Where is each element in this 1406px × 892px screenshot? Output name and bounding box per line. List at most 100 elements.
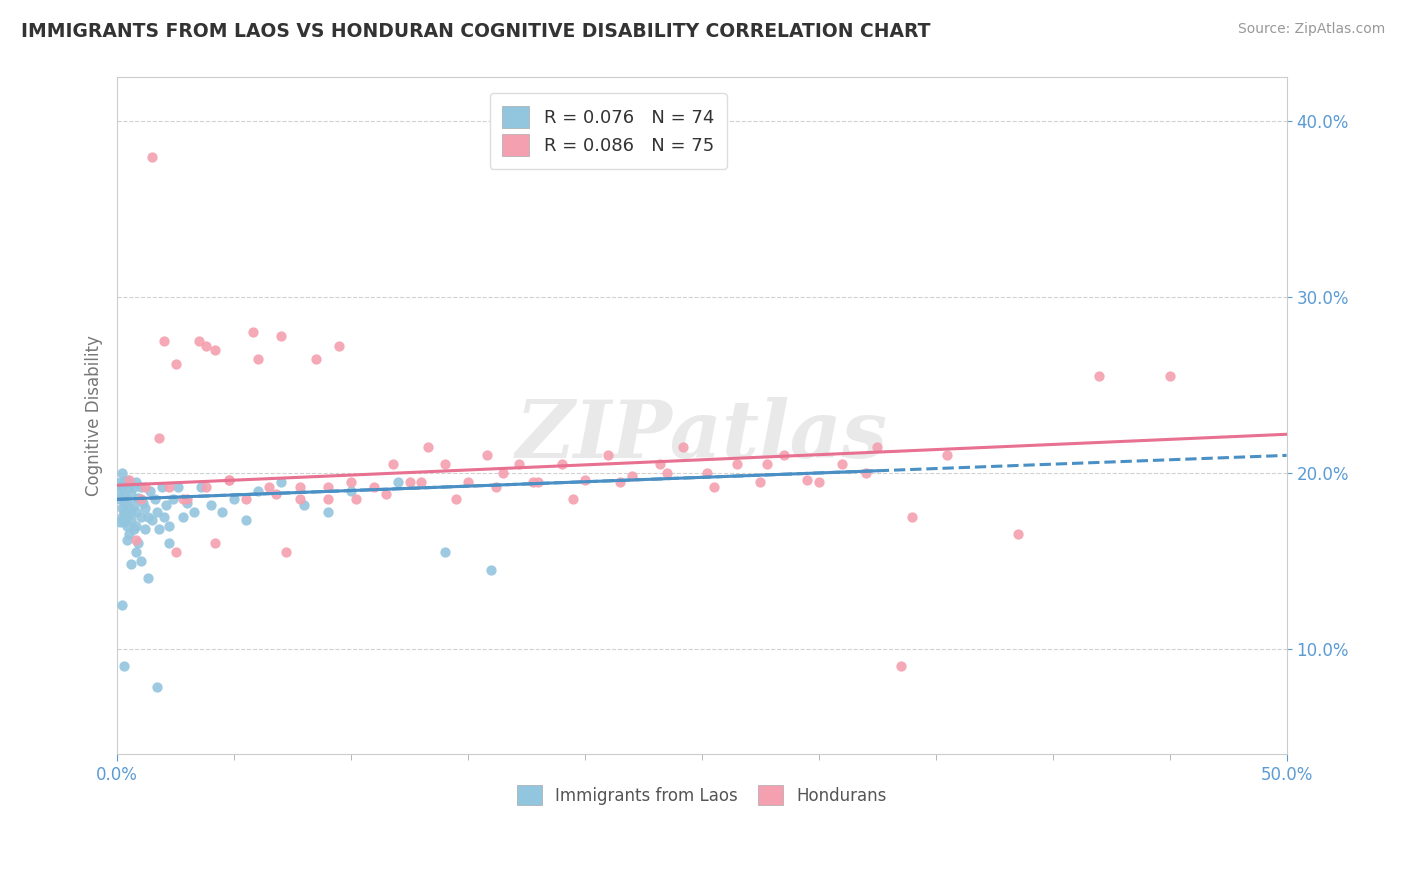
- Point: [141, 149, 163, 163]
- Point: [446, 492, 468, 507]
- Point: [398, 475, 420, 489]
- Point: [316, 480, 339, 494]
- Point: [807, 475, 830, 489]
- Point: [125, 545, 148, 559]
- Point: [485, 480, 508, 494]
- Point: [316, 505, 339, 519]
- Point: [270, 329, 292, 343]
- Point: [134, 522, 156, 536]
- Point: [167, 480, 190, 494]
- Point: [157, 480, 180, 494]
- Point: [340, 475, 363, 489]
- Point: [125, 533, 148, 547]
- Point: [696, 466, 718, 480]
- Point: [125, 518, 148, 533]
- Point: [118, 480, 141, 494]
- Point: [112, 659, 135, 673]
- Point: [127, 536, 149, 550]
- Point: [112, 487, 135, 501]
- Point: [108, 483, 131, 498]
- Point: [305, 351, 328, 366]
- Point: [115, 473, 138, 487]
- Point: [274, 545, 297, 559]
- Legend: Immigrants from Laos, Hondurans: Immigrants from Laos, Hondurans: [509, 777, 896, 814]
- Point: [508, 457, 530, 471]
- Point: [108, 515, 131, 529]
- Point: [115, 492, 138, 507]
- Point: [120, 505, 142, 519]
- Point: [146, 681, 169, 695]
- Point: [492, 466, 515, 480]
- Point: [224, 492, 246, 507]
- Point: [136, 571, 159, 585]
- Point: [125, 475, 148, 489]
- Point: [292, 498, 315, 512]
- Point: [218, 473, 240, 487]
- Text: Source: ZipAtlas.com: Source: ZipAtlas.com: [1237, 22, 1385, 37]
- Point: [703, 480, 725, 494]
- Point: [257, 480, 280, 494]
- Point: [387, 475, 409, 489]
- Point: [246, 483, 269, 498]
- Point: [831, 457, 853, 471]
- Point: [108, 492, 131, 507]
- Point: [672, 440, 695, 454]
- Point: [120, 487, 142, 501]
- Point: [620, 469, 643, 483]
- Point: [150, 480, 173, 494]
- Point: [157, 536, 180, 550]
- Point: [153, 334, 176, 348]
- Text: IMMIGRANTS FROM LAOS VS HONDURAN COGNITIVE DISABILITY CORRELATION CHART: IMMIGRANTS FROM LAOS VS HONDURAN COGNITI…: [21, 22, 931, 41]
- Point: [1159, 369, 1181, 384]
- Point: [112, 496, 135, 510]
- Point: [129, 509, 152, 524]
- Point: [118, 473, 141, 487]
- Point: [115, 533, 138, 547]
- Text: ZIPatlas: ZIPatlas: [516, 397, 889, 475]
- Point: [139, 483, 162, 498]
- Point: [218, 473, 240, 487]
- Point: [936, 449, 959, 463]
- Point: [111, 480, 134, 494]
- Point: [340, 483, 363, 498]
- Point: [527, 475, 550, 489]
- Point: [648, 457, 671, 471]
- Point: [165, 357, 187, 371]
- Point: [211, 505, 233, 519]
- Point: [141, 513, 163, 527]
- Point: [328, 339, 350, 353]
- Point: [901, 509, 924, 524]
- Point: [143, 492, 166, 507]
- Point: [111, 466, 134, 480]
- Point: [136, 509, 159, 524]
- Point: [120, 558, 142, 572]
- Point: [157, 518, 180, 533]
- Point: [375, 487, 398, 501]
- Point: [363, 480, 385, 494]
- Y-axis label: Cognitive Disability: Cognitive Disability: [86, 335, 103, 496]
- Point: [129, 480, 152, 494]
- Point: [235, 513, 257, 527]
- Point: [112, 505, 135, 519]
- Point: [132, 496, 155, 510]
- Point: [195, 339, 218, 353]
- Point: [316, 492, 339, 507]
- Point: [609, 475, 631, 489]
- Point: [598, 449, 620, 463]
- Point: [176, 492, 198, 507]
- Point: [118, 527, 141, 541]
- Point: [176, 496, 198, 510]
- Point: [190, 480, 212, 494]
- Point: [162, 492, 184, 507]
- Point: [148, 522, 170, 536]
- Point: [562, 492, 585, 507]
- Point: [1007, 527, 1029, 541]
- Point: [725, 457, 748, 471]
- Point: [574, 473, 596, 487]
- Point: [172, 492, 194, 507]
- Point: [749, 475, 772, 489]
- Point: [146, 505, 169, 519]
- Point: [756, 457, 779, 471]
- Point: [122, 522, 145, 536]
- Point: [118, 501, 141, 516]
